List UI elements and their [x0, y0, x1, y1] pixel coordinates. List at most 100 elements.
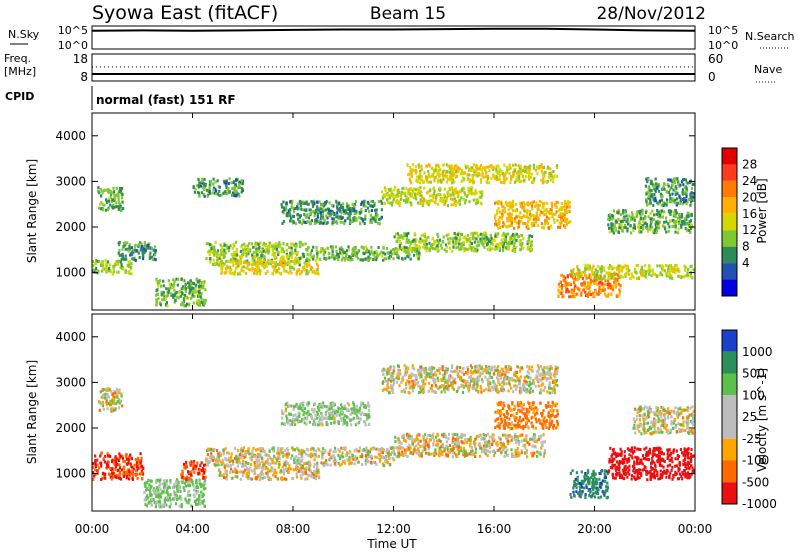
- heatmap-cell: [360, 453, 364, 457]
- heatmap-cell: [470, 188, 473, 192]
- heatmap-cell: [431, 199, 434, 203]
- heatmap-cell: [136, 468, 139, 472]
- heatmap-cell: [551, 176, 554, 180]
- heatmap-cell: [448, 186, 451, 190]
- heatmap-cell: [576, 271, 579, 275]
- heatmap-cell: [491, 247, 494, 251]
- heatmap-cell: [657, 214, 660, 218]
- nsky-tick-top: 10^5: [58, 24, 88, 37]
- heatmap-cell: [214, 262, 217, 265]
- heatmap-cell: [201, 501, 204, 505]
- heatmap-cell: [640, 270, 643, 273]
- heatmap-cell: [500, 214, 503, 218]
- heatmap-cell: [470, 248, 473, 252]
- heatmap-cell: [596, 283, 599, 286]
- heatmap-cell: [678, 217, 682, 221]
- heatmap-cell: [220, 263, 223, 266]
- heatmap-cell: [349, 258, 352, 262]
- heatmap-cell: [163, 498, 166, 502]
- y-tick-label: 4000: [55, 129, 86, 143]
- heatmap-cell: [398, 236, 401, 240]
- heatmap-cell: [235, 193, 238, 197]
- heatmap-cell: [312, 254, 316, 258]
- heatmap-cell: [626, 229, 629, 233]
- heatmap-cell: [630, 272, 633, 276]
- nsky-label: N.Sky: [8, 28, 40, 41]
- heatmap-cell: [364, 447, 367, 451]
- heatmap-cell: [254, 243, 257, 247]
- heatmap-cell: [599, 291, 602, 294]
- heatmap-cell: [690, 214, 693, 218]
- heatmap-cell: [144, 502, 147, 506]
- heatmap-cell: [519, 243, 522, 247]
- heatmap-cell: [286, 256, 289, 260]
- heatmap-cell: [526, 215, 529, 219]
- heatmap-cell: [179, 294, 182, 298]
- heatmap-cell: [672, 218, 675, 222]
- heatmap-cell: [401, 248, 405, 252]
- heatmap-cell: [450, 186, 454, 190]
- heatmap-cell: [126, 462, 129, 466]
- heatmap-cell: [597, 274, 600, 278]
- heatmap-cell: [684, 227, 687, 231]
- heatmap-cell: [497, 177, 500, 181]
- heatmap-cell: [441, 200, 444, 204]
- heatmap-cell: [585, 276, 588, 280]
- heatmap-cell: [534, 168, 537, 172]
- heatmap-cell: [572, 291, 575, 295]
- heatmap-cell: [361, 463, 364, 467]
- heatmap-cell: [150, 503, 153, 507]
- heatmap-cell: [364, 217, 367, 221]
- heatmap-cell: [503, 163, 506, 167]
- heatmap-cell: [337, 453, 340, 457]
- heatmap-cell: [103, 474, 106, 478]
- heatmap-cell: [110, 270, 113, 274]
- heatmap-cell: [510, 223, 513, 227]
- heatmap-cell: [674, 222, 677, 226]
- heatmap-cell: [437, 235, 440, 239]
- heatmap-cell: [315, 259, 318, 263]
- heatmap-cell: [651, 225, 654, 229]
- heatmap-cell: [155, 303, 158, 307]
- heatmap-cell: [100, 201, 103, 205]
- heatmap-cell: [237, 192, 240, 196]
- heatmap-cell: [635, 264, 638, 267]
- heatmap-cell: [614, 221, 617, 225]
- heatmap-cell: [305, 269, 308, 273]
- heatmap-cell: [670, 274, 673, 278]
- heatmap-cell: [328, 251, 331, 255]
- heatmap-cell: [472, 198, 475, 202]
- heatmap-cell: [351, 206, 354, 210]
- heatmap-cell: [453, 197, 456, 201]
- heatmap-cell: [114, 455, 117, 459]
- heatmap-cell: [653, 228, 656, 232]
- heatmap-cell: [129, 462, 132, 466]
- heatmap-cell: [506, 245, 509, 249]
- heatmap-cell: [116, 262, 119, 266]
- heatmap-cell: [148, 242, 151, 246]
- heatmap-cell: [337, 253, 340, 256]
- heatmap-cell: [396, 195, 399, 199]
- heatmap-cell: [187, 481, 190, 485]
- heatmap-cell: [657, 184, 660, 188]
- heatmap-cell: [290, 256, 293, 259]
- heatmap-cell: [528, 175, 531, 179]
- heatmap-cell: [203, 186, 206, 190]
- heatmap-cell: [277, 263, 280, 267]
- heatmap-cell: [283, 208, 286, 212]
- heatmap-cell: [321, 221, 324, 225]
- heatmap-cell: [297, 207, 300, 211]
- heatmap-cell: [331, 221, 334, 225]
- heatmap-cell: [530, 243, 533, 247]
- heatmap-cell: [256, 447, 260, 451]
- heatmap-cell: [633, 225, 636, 229]
- heatmap-cell: [147, 486, 150, 490]
- heatmap-cell: [375, 250, 378, 254]
- heatmap-cell: [131, 469, 134, 473]
- heatmap-cell: [316, 257, 319, 261]
- heatmap-cell: [153, 253, 157, 257]
- heatmap-cell: [266, 457, 269, 461]
- heatmap-cell: [349, 209, 352, 213]
- heatmap-cell: [564, 282, 567, 286]
- heatmap-cell: [118, 253, 121, 257]
